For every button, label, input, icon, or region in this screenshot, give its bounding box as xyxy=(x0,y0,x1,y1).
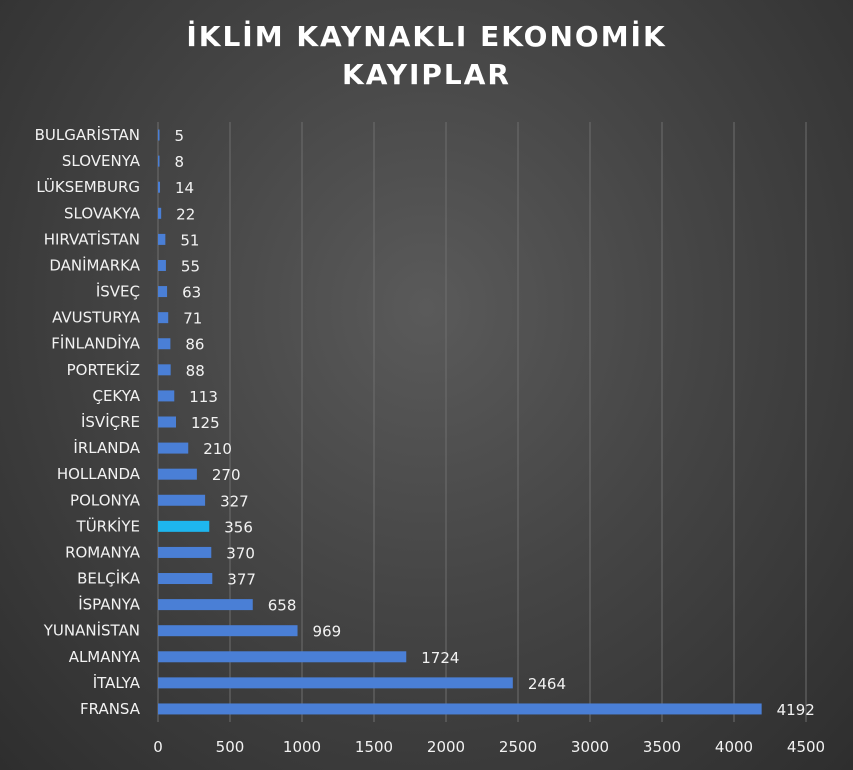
category-label: SLOVENYA xyxy=(62,152,141,170)
bar xyxy=(158,390,175,402)
value-label: 327 xyxy=(220,492,249,510)
bar xyxy=(158,312,169,324)
chart-title-line-2: KAYIPLAR xyxy=(342,58,511,91)
x-tick-label: 500 xyxy=(216,738,245,756)
bar xyxy=(158,416,176,428)
category-label: ROMANYA xyxy=(65,543,141,561)
bar xyxy=(158,625,298,637)
value-label: 270 xyxy=(212,466,241,484)
value-label: 8 xyxy=(175,153,185,171)
category-label: DANİMARKA xyxy=(49,255,140,274)
bar xyxy=(158,364,171,376)
category-label: HIRVATİSTAN xyxy=(44,229,140,248)
chart-title-line-1: İKLİM KAYNAKLI EKONOMİK xyxy=(186,20,667,53)
bar xyxy=(158,599,253,611)
x-tick-label: 3000 xyxy=(571,738,609,756)
category-label: BELÇİKA xyxy=(77,569,141,588)
bars xyxy=(158,129,762,715)
category-label: ÇEKYA xyxy=(92,387,140,405)
category-label: İTALYA xyxy=(93,673,141,692)
category-label: LÜKSEMBURG xyxy=(36,177,140,196)
category-label: PORTEKİZ xyxy=(67,360,140,379)
bar xyxy=(158,651,407,663)
value-label: 356 xyxy=(224,518,253,536)
category-label: FRANSA xyxy=(80,700,141,718)
category-label: ALMANYA xyxy=(69,648,141,666)
category-label: İSVİÇRE xyxy=(81,412,140,431)
category-labels: BULGARİSTAN SLOVENYA LÜKSEMBURG SLOVAKYA HIR… xyxy=(35,125,141,718)
x-tick-label: 1000 xyxy=(283,738,321,756)
category-label: POLONYA xyxy=(70,491,141,509)
value-label: 71 xyxy=(183,310,202,328)
value-label: 370 xyxy=(226,544,255,562)
value-label: 5 xyxy=(175,127,185,145)
x-tick-label: 2500 xyxy=(499,738,537,756)
value-label: 2464 xyxy=(528,675,566,693)
value-label: 377 xyxy=(227,571,256,589)
value-label: 125 xyxy=(191,414,220,432)
x-tick-label: 1500 xyxy=(355,738,393,756)
value-label: 51 xyxy=(180,231,199,249)
x-tick-label: 4000 xyxy=(715,738,753,756)
bar xyxy=(158,155,160,167)
x-tick-labels: 0 500 1000 1500 2000 2500 3000 3500 4000 4500 xyxy=(153,738,825,756)
category-label: SLOVAKYA xyxy=(64,204,141,222)
bar xyxy=(158,468,197,480)
value-label: 22 xyxy=(176,205,195,223)
value-label: 4192 xyxy=(777,701,815,719)
category-label: HOLLANDA xyxy=(57,465,141,483)
value-label: 113 xyxy=(189,388,218,406)
bar xyxy=(158,677,513,689)
value-label: 1724 xyxy=(421,649,459,667)
gridlines xyxy=(157,122,807,722)
category-label: YUNANİSTAN xyxy=(43,621,140,640)
category-label: TÜRKİYE xyxy=(76,516,140,535)
category-label: BULGARİSTAN xyxy=(35,125,140,144)
category-label: AVUSTURYA xyxy=(52,309,141,327)
category-label: FİNLANDİYA xyxy=(51,334,140,353)
bar xyxy=(158,703,762,715)
bar xyxy=(158,546,212,558)
x-tick-label: 4500 xyxy=(787,738,825,756)
value-label: 658 xyxy=(268,597,297,615)
bar xyxy=(158,338,171,350)
bar xyxy=(158,259,166,271)
x-tick-label: 3500 xyxy=(643,738,681,756)
bar xyxy=(158,286,168,298)
category-label: İRLANDA xyxy=(73,438,140,457)
bar xyxy=(158,573,213,585)
category-label: İSPANYA xyxy=(78,595,141,614)
value-label: 55 xyxy=(181,257,200,275)
value-label: 210 xyxy=(203,440,232,458)
bar xyxy=(158,494,206,506)
value-labels: 5 8 14 22 51 55 63 71 86 88 113 125 210 270 327 356 370 3… xyxy=(175,127,815,719)
bar xyxy=(158,442,189,454)
value-label: 88 xyxy=(186,362,205,380)
value-label: 14 xyxy=(175,179,194,197)
x-tick-label: 2000 xyxy=(427,738,465,756)
chart-title: İKLİM KAYNAKLI EKONOMİK KAYIPLAR xyxy=(0,18,853,94)
value-label: 86 xyxy=(185,336,204,354)
category-label: İSVEÇ xyxy=(96,282,140,301)
bar xyxy=(158,181,161,193)
value-label: 969 xyxy=(313,623,342,641)
bar xyxy=(158,207,162,219)
bar xyxy=(158,520,210,532)
bar xyxy=(158,129,160,141)
bar xyxy=(158,233,166,245)
value-label: 63 xyxy=(182,284,201,302)
x-tick-label: 0 xyxy=(153,738,163,756)
